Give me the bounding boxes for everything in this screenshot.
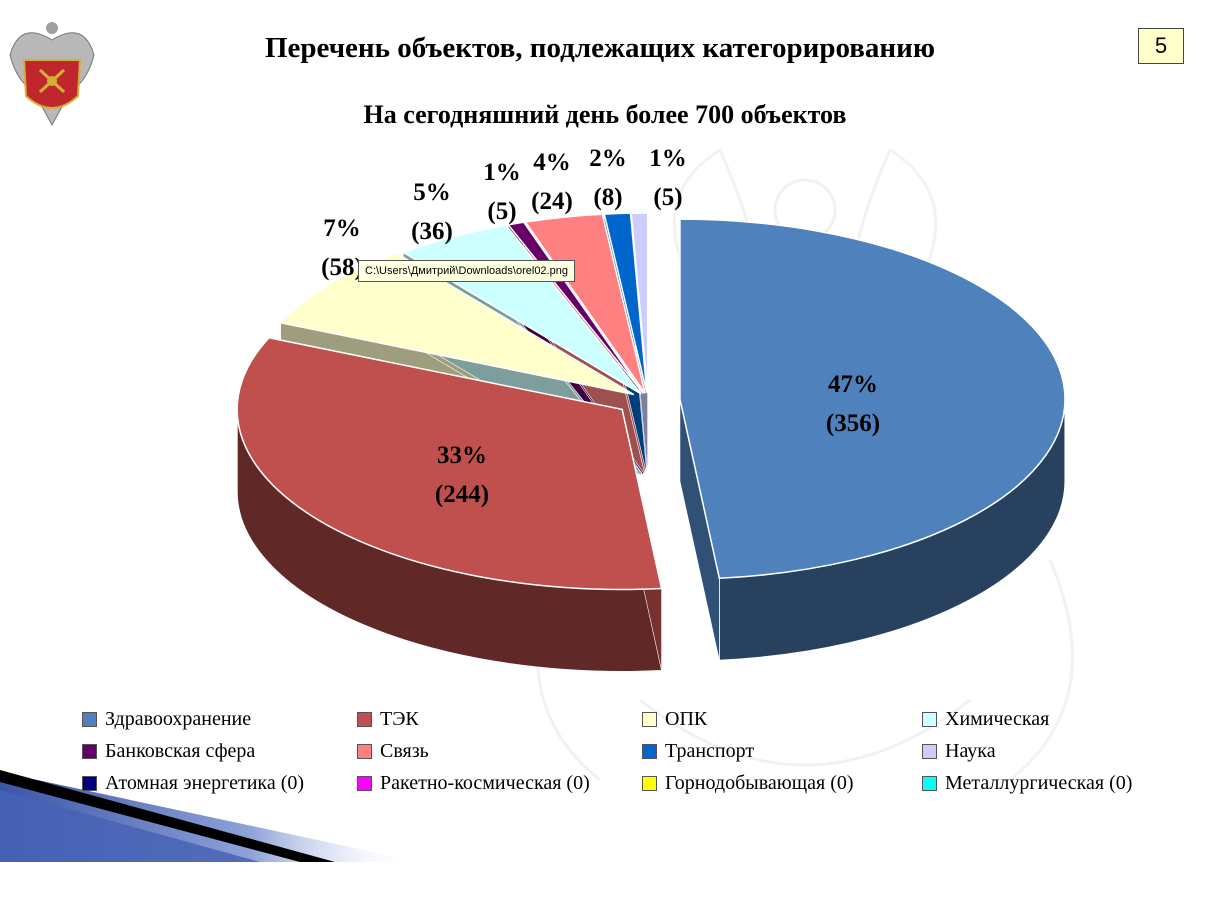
slide-number: 5 bbox=[1138, 28, 1184, 64]
slice-2-top bbox=[279, 252, 635, 396]
legend-item: Атомная энергетика (0) bbox=[82, 770, 357, 796]
legend-label: ТЭК bbox=[380, 707, 419, 730]
slice-0-top bbox=[679, 218, 1066, 580]
legend-swatch bbox=[922, 775, 937, 791]
legend-item: Металлургическая (0) bbox=[922, 770, 1182, 796]
chart-legend: Здравоохранение ТЭК ОПК Химическая Банковска… bbox=[82, 706, 1182, 796]
slice-6-value-label: (8) bbox=[593, 184, 622, 211]
legend-item: Банковская сфера bbox=[82, 738, 357, 764]
slice-7-percent-label: 1% bbox=[649, 145, 687, 172]
slice-1-value-label: (244) bbox=[435, 481, 489, 508]
legend-item: Химическая bbox=[922, 706, 1182, 732]
slice-5-percent-label: 4% bbox=[533, 149, 571, 176]
legend-item: ТЭК bbox=[357, 706, 642, 732]
legend-swatch bbox=[82, 711, 97, 727]
legend-swatch bbox=[357, 711, 372, 727]
legend-label: Транспорт bbox=[665, 739, 755, 762]
slice-2-value-label: (58) bbox=[321, 254, 363, 281]
legend-swatch bbox=[642, 775, 657, 791]
legend-label: Банковская сфера bbox=[105, 739, 256, 762]
slide-title: Перечень объектов, подлежащих категориро… bbox=[264, 32, 936, 64]
slice-7-value-label: (5) bbox=[653, 184, 682, 211]
file-path-tooltip: C:\Users\Дмитрий\Downloads\orel02.png bbox=[358, 260, 575, 282]
chart-title: На сегодняшний день более 700 объектов bbox=[363, 100, 847, 129]
legend-item: Наука bbox=[922, 738, 1182, 764]
slice-0-percent-label: 47% bbox=[828, 371, 878, 398]
legend-label: Атомная энергетика (0) bbox=[105, 771, 305, 794]
legend-label: Здравоохранение bbox=[105, 707, 252, 730]
legend-swatch bbox=[922, 711, 937, 727]
legend-swatch bbox=[642, 743, 657, 759]
slice-1-percent-label: 33% bbox=[437, 442, 487, 469]
legend-label: Ракетно-космическая (0) bbox=[380, 771, 590, 794]
slice-7-top bbox=[630, 212, 649, 394]
legend-label: Связь bbox=[380, 739, 429, 762]
legend-item: Здравоохранение bbox=[82, 706, 357, 732]
legend-label: Горнодобывающая (0) bbox=[665, 771, 854, 794]
legend-label: Металлургическая (0) bbox=[945, 771, 1133, 794]
slice-5-value-label: (24) bbox=[531, 188, 573, 215]
slice-5-top bbox=[524, 213, 646, 394]
legend-swatch bbox=[357, 775, 372, 791]
legend-swatch bbox=[82, 743, 97, 759]
emblem-double-headed-eagle-icon bbox=[9, 22, 95, 127]
legend-swatch bbox=[642, 711, 657, 727]
legend-swatch bbox=[82, 775, 97, 791]
slice-3-percent-label: 5% bbox=[413, 179, 451, 206]
legend-item: Горнодобывающая (0) bbox=[642, 770, 922, 796]
slice-6-top bbox=[603, 212, 648, 394]
slice-3-value-label: (36) bbox=[411, 218, 453, 245]
corner-stripe bbox=[0, 770, 420, 862]
legend-label: Химическая bbox=[945, 707, 1050, 730]
legend-item: Связь bbox=[357, 738, 642, 764]
slice-4-value-label: (5) bbox=[487, 198, 516, 225]
legend-label: Наука bbox=[945, 739, 996, 762]
slice-6-percent-label: 2% bbox=[589, 145, 627, 172]
pie-slices bbox=[236, 212, 1066, 591]
legend-item: Ракетно-космическая (0) bbox=[357, 770, 642, 796]
slice-1-top bbox=[236, 336, 663, 591]
slice-0-value-label: (356) bbox=[826, 410, 880, 437]
legend-item: Транспорт bbox=[642, 738, 922, 764]
legend-swatch bbox=[357, 743, 372, 759]
slice-2-percent-label: 7% bbox=[323, 215, 361, 242]
slice-4-percent-label: 1% bbox=[483, 159, 521, 186]
legend-swatch bbox=[922, 743, 937, 759]
data-labels: 47% (356) 33% (244) 7% (58) 5% (36) 1% (5) 4% (24) 2… bbox=[321, 145, 880, 508]
legend-item: ОПК bbox=[642, 706, 922, 732]
legend-label: ОПК bbox=[665, 707, 708, 730]
